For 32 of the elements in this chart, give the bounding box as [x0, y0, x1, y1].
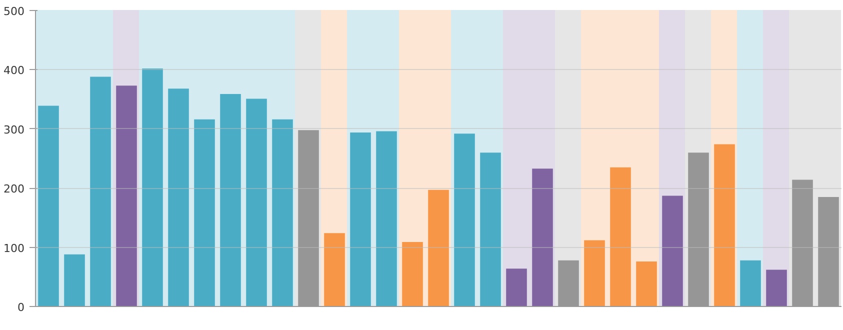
- bar: [220, 94, 241, 306]
- bar: [402, 242, 423, 306]
- bar: [350, 132, 371, 306]
- bar: [90, 76, 111, 306]
- bar: [324, 233, 345, 306]
- bar: [506, 268, 527, 306]
- y-tick-label: 0: [18, 301, 24, 314]
- bar: [610, 167, 631, 306]
- bar: [662, 196, 683, 306]
- bar: [168, 88, 189, 306]
- bar: [376, 131, 397, 306]
- bar: [38, 106, 59, 306]
- bar: [64, 254, 85, 306]
- bar: [454, 134, 475, 306]
- y-tick-label: 400: [4, 64, 25, 78]
- y-tick-label: 300: [4, 123, 25, 136]
- bar: [142, 68, 163, 306]
- bar: [194, 119, 215, 306]
- bar: [740, 260, 761, 306]
- y-tick-label: 100: [4, 242, 25, 255]
- y-tick-label: 500: [4, 5, 25, 18]
- bar: [246, 98, 267, 306]
- bar: [428, 190, 449, 306]
- bar: [272, 119, 293, 306]
- bar: [584, 240, 605, 306]
- bar: [116, 86, 137, 306]
- bar: [532, 168, 553, 306]
- y-tick-label: 200: [4, 182, 25, 196]
- bar: [480, 152, 501, 306]
- bar: [714, 144, 735, 306]
- bar: [766, 270, 787, 306]
- bar: [636, 262, 657, 306]
